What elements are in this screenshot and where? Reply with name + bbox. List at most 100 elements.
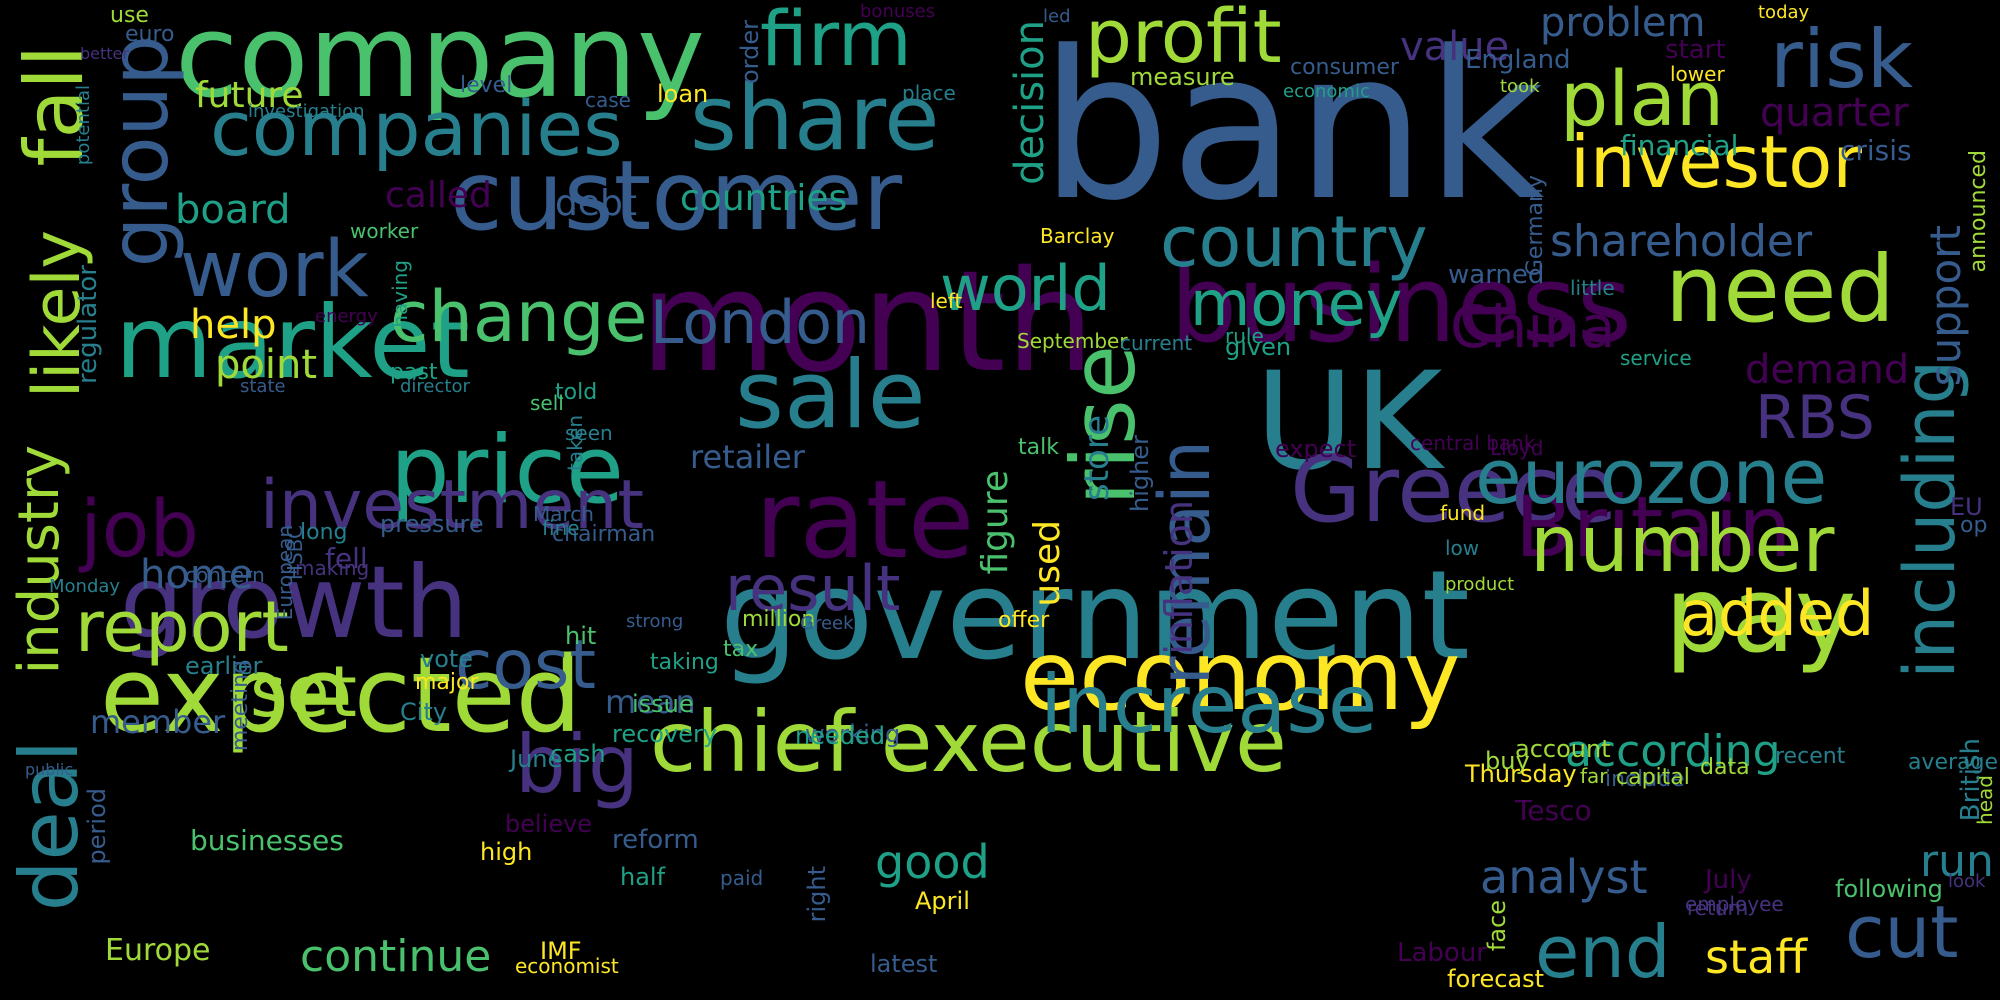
cloud-word: group [93,35,186,268]
cloud-word: left [930,288,963,313]
cloud-word: March [533,501,594,526]
cloud-word: Europe [105,933,211,969]
cloud-word: expected [100,633,582,756]
cloud-word: shareholder [1550,215,1813,267]
cloud-word: Barclay [1040,223,1115,248]
cloud-word: given [1225,333,1292,362]
cloud-word: little [1570,275,1615,300]
cloud-word: value [1400,24,1510,71]
cloud-word: rule [1225,323,1264,348]
cloud-word: figure [975,470,1016,575]
cloud-word: latest [870,950,938,979]
cloud-word: London [650,287,870,358]
cloud-word: world [940,251,1111,325]
cloud-word: employee [1685,891,1784,916]
cloud-word: City [400,698,448,727]
cloud-word: buy [1485,747,1530,776]
cloud-word: investment [260,465,644,545]
cloud-word: potential [73,85,94,166]
cloud-word: announced [1966,150,1991,273]
cloud-word: future [195,74,304,116]
cloud-word: case [585,87,631,112]
cloud-word: market [115,284,470,401]
cloud-word: Tesco [1515,793,1592,827]
cloud-word: June [510,745,563,774]
cloud-word: believe [505,810,593,839]
cloud-word: fund [1440,500,1486,525]
cloud-word: working [805,720,901,749]
cloud-word: account [1515,735,1611,764]
cloud-word: fell [325,541,368,575]
cloud-word: taken [563,415,587,471]
cloud-word: according [1565,725,1781,777]
cloud-word: recovery [612,720,718,749]
cloud-word: op [1960,513,1988,539]
cloud-word: April [915,887,970,916]
cloud-word: euro [125,22,175,48]
cloud-word: sale [735,340,926,450]
cloud-word: average [1907,750,1998,776]
cloud-word: business [1170,243,1632,367]
cloud-word: higher [1126,435,1154,512]
cloud-word: good [875,835,990,890]
cloud-word: share [690,66,940,172]
cloud-word: needed [795,722,885,751]
cloud-word: debt [555,182,637,224]
cloud-word: concern [185,562,265,587]
cloud-word: reform [612,824,699,855]
cloud-word: inflation [1157,500,1201,655]
cloud-word: recent [1775,744,1846,770]
cloud-word: making [295,555,370,580]
cloud-word: Labour [1397,937,1487,968]
cloud-word: board [175,187,291,234]
cloud-word: fine [542,515,580,540]
cloud-word: increase [1040,658,1378,752]
cloud-word: cost [455,625,597,705]
cloud-word: include [1605,767,1685,793]
cloud-word: energy [315,305,378,327]
cloud-word: money [1190,266,1403,340]
cloud-word: paid [720,865,764,890]
cloud-word: high [480,838,533,867]
cloud-word: led [1043,5,1071,27]
cloud-word: regulator [73,265,103,385]
cloud-word: plan [1560,53,1725,143]
cloud-word: low [1445,535,1480,560]
cloud-word: run [1920,835,1994,887]
cloud-word: economy [1020,620,1461,733]
cloud-word: half [620,863,666,892]
cloud-word: home [140,552,254,599]
cloud-word: price [390,415,624,525]
cloud-word: cut [1845,890,1959,975]
cloud-word: added [1680,576,1875,650]
cloud-word: company [175,0,706,124]
cloud-word: mean [605,683,696,722]
cloud-word: earlier [185,652,263,681]
cloud-word: measure [1130,63,1235,92]
cloud-word: called [385,174,492,216]
cloud-word: worker [350,218,419,243]
cloud-word: start [1665,34,1726,65]
cloud-word: staff [1705,930,1807,985]
cloud-word: retailer [690,438,805,477]
cloud-word: face [1483,900,1511,952]
cloud-word: profit [1085,0,1282,80]
cloud-word: big [515,718,639,812]
cloud-word: country [1160,200,1428,283]
cloud-word: service [1620,345,1692,370]
cloud-word: businesses [190,823,344,857]
cloud-word: cash [550,740,606,769]
cloud-word: economic [1283,80,1370,102]
cloud-word: crisis [1840,133,1912,167]
cloud-word: investor [1570,120,1862,205]
cloud-word: past [390,360,438,386]
cloud-word: rate [755,458,975,584]
cloud-word: end [1535,910,1671,995]
cloud-word: hit [565,622,597,651]
cloud-word: customer [450,140,903,253]
cloud-word: million [742,607,816,633]
cloud-word: forecast [1447,965,1545,994]
cloud-word: firm [760,0,912,83]
cloud-word: September [1017,328,1128,353]
cloud-word: lower [1670,61,1725,86]
